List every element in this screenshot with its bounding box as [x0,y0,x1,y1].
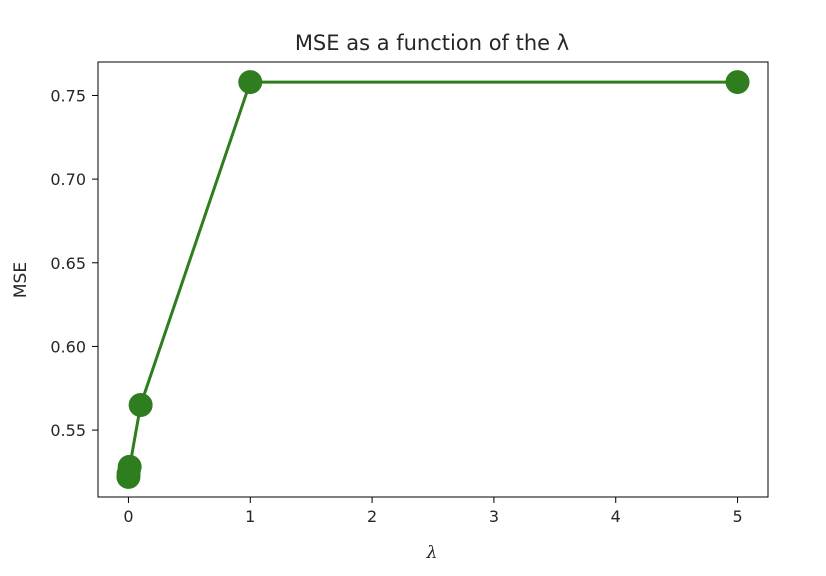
x-tick-label: 0 [123,507,133,526]
data-point [128,392,153,417]
chart-title: MSE as a function of the λ [295,31,569,55]
y-tick-label: 0.65 [50,254,86,273]
x-tick-label: 4 [611,507,621,526]
y-tick-label: 0.60 [50,337,86,356]
plot-frame [97,61,769,498]
y-axis-ticks: 0.55 0.60 0.65 0.70 0.75 [50,86,98,440]
data-point [725,70,750,95]
x-tick-label: 2 [367,507,377,526]
plot-area [116,70,750,489]
y-tick-label: 0.75 [50,86,86,105]
x-tick-label: 5 [732,507,742,526]
data-point [117,454,142,479]
data-point [238,70,263,95]
y-tick-label: 0.70 [50,170,86,189]
x-tick-label: 3 [489,507,499,526]
y-tick-label: 0.55 [50,421,86,440]
y-axis-label: MSE [11,262,31,298]
x-axis-label: λ [426,543,438,563]
x-tick-label: 1 [245,507,255,526]
x-axis-ticks: 0 1 2 3 4 5 [123,497,743,526]
